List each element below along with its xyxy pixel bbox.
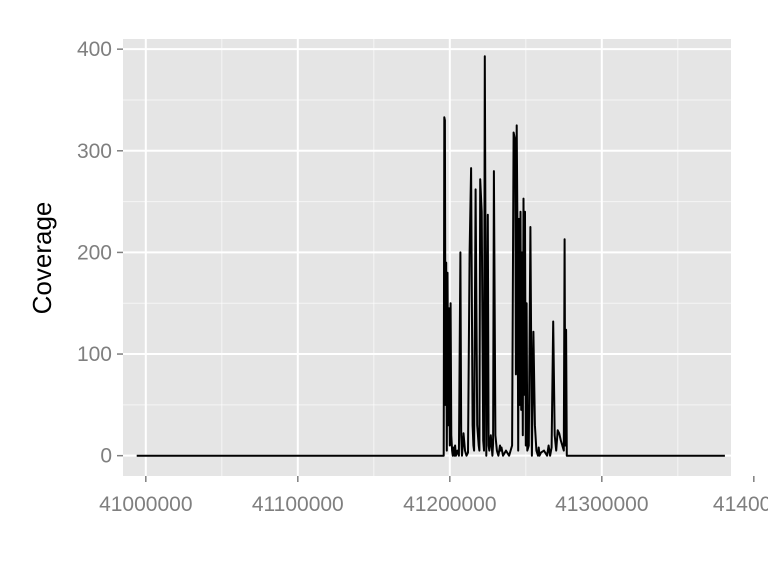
plot-panel [123, 39, 731, 476]
y-tick-label: 200 [77, 241, 112, 264]
series-layer [136, 55, 725, 457]
y-axis-ticks [117, 48, 123, 457]
x-tick-label: 41200000 [403, 493, 496, 516]
x-tick-label: 41300000 [555, 493, 648, 516]
x-axis-tick-labels: 41000000 41100000 41200000 41300000 4140000 [99, 493, 768, 516]
y-axis-title: Coverage [27, 202, 57, 315]
y-tick-label: 0 [100, 445, 112, 468]
x-axis-ticks [145, 476, 755, 482]
y-axis-tick-labels: 0 100 200 300 400 [77, 38, 112, 468]
x-tick-label: 41000000 [99, 493, 192, 516]
x-tick-label: 4140000 [713, 493, 768, 516]
y-tick-label: 300 [77, 140, 112, 163]
minor-gridlines [123, 39, 731, 476]
y-tick-label: 100 [77, 343, 112, 366]
x-tick-label: 41100000 [252, 493, 344, 516]
coverage-series-line [136, 55, 725, 457]
y-tick-label: 400 [77, 38, 112, 61]
